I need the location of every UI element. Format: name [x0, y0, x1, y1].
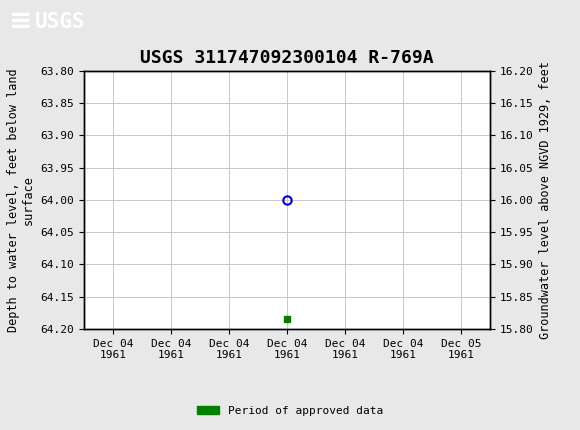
Title: USGS 311747092300104 R-769A: USGS 311747092300104 R-769A	[140, 49, 434, 67]
Y-axis label: Depth to water level, feet below land
surface: Depth to water level, feet below land su…	[7, 68, 35, 332]
Y-axis label: Groundwater level above NGVD 1929, feet: Groundwater level above NGVD 1929, feet	[539, 61, 552, 339]
Text: USGS: USGS	[35, 12, 85, 31]
Text: ≡: ≡	[9, 7, 32, 36]
Legend: Period of approved data: Period of approved data	[193, 401, 387, 420]
